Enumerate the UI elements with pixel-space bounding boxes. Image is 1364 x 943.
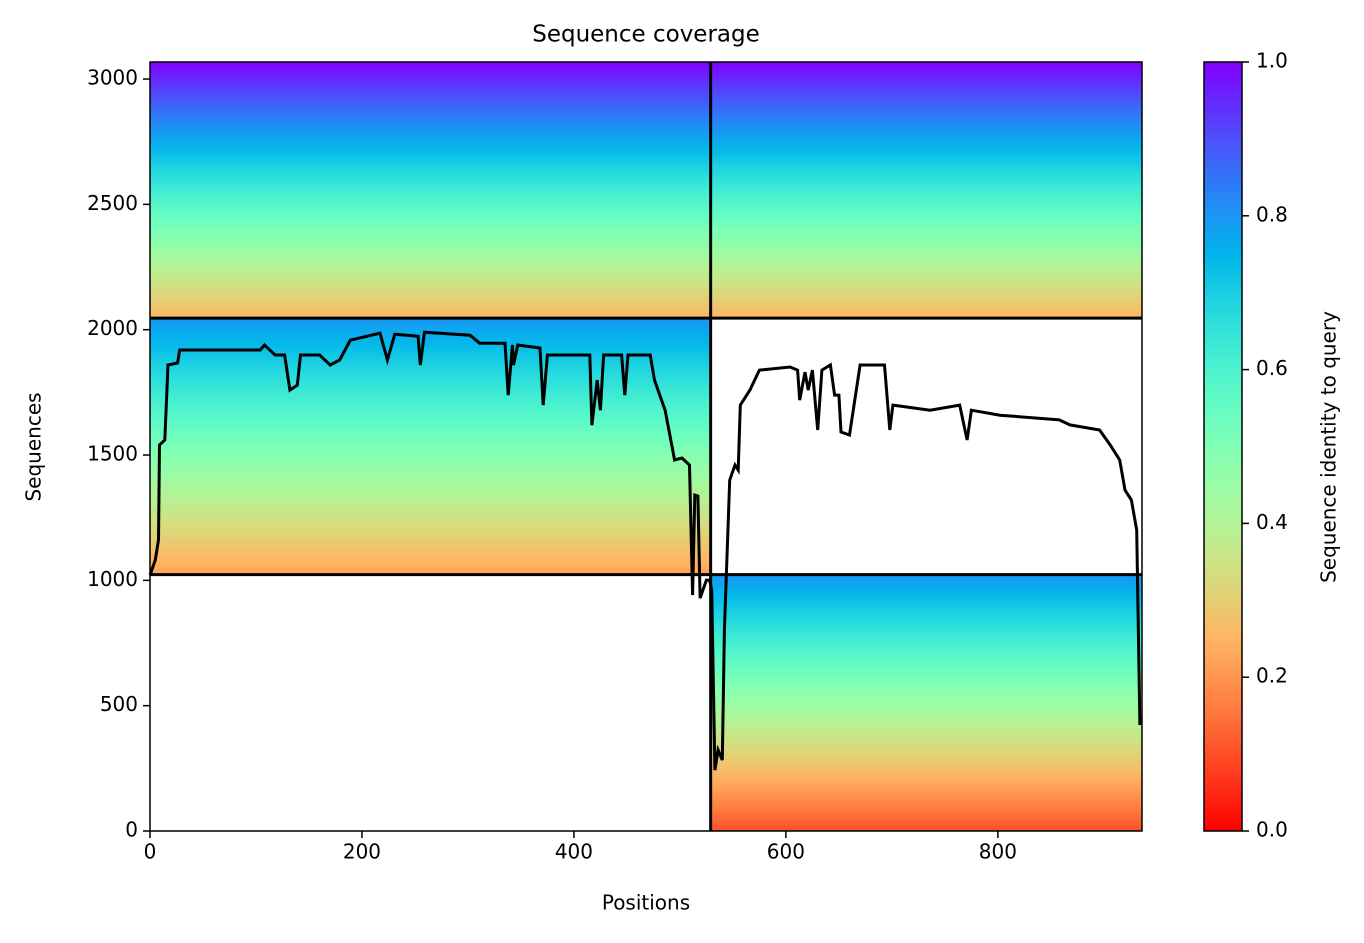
- x-tick-label: 200: [343, 840, 381, 864]
- y-tick-label: 2500: [87, 191, 138, 215]
- colorbar-tick-label: 0.8: [1256, 202, 1288, 226]
- plot-frame: [149, 61, 1143, 832]
- y-tick-label: 3000: [87, 66, 138, 90]
- colorbar-label: Sequence identity to query: [1317, 311, 1341, 583]
- coverage-block: [150, 318, 711, 575]
- x-tick-label: 0: [144, 840, 157, 864]
- x-tick-label: 600: [767, 840, 805, 864]
- x-tick-label: 800: [979, 840, 1017, 864]
- coverage-block: [710, 62, 1142, 319]
- colorbar-tick-label: 0.2: [1256, 664, 1288, 688]
- x-axis-label: Positions: [602, 891, 690, 915]
- colorbar: [1203, 61, 1243, 832]
- chart-title: Sequence coverage: [532, 22, 760, 48]
- colorbar-tick-label: 0.0: [1256, 818, 1288, 842]
- colorbar-tick-label: 0.4: [1256, 510, 1288, 534]
- colorbar-tick-label: 1.0: [1256, 49, 1288, 73]
- colorbar-tick-label: 0.6: [1256, 356, 1288, 380]
- x-tick-label: 400: [555, 840, 593, 864]
- y-tick-label: 500: [100, 692, 138, 716]
- coverage-block: [150, 62, 711, 319]
- y-tick-label: 2000: [87, 316, 138, 340]
- y-tick-label: 1000: [87, 567, 138, 591]
- y-tick-label: 1500: [87, 442, 138, 466]
- coverage-line: [148, 330, 1142, 771]
- y-axis-label: Sequences: [22, 392, 46, 501]
- y-tick-label: 0: [125, 818, 138, 842]
- coverage-block: [710, 574, 1142, 831]
